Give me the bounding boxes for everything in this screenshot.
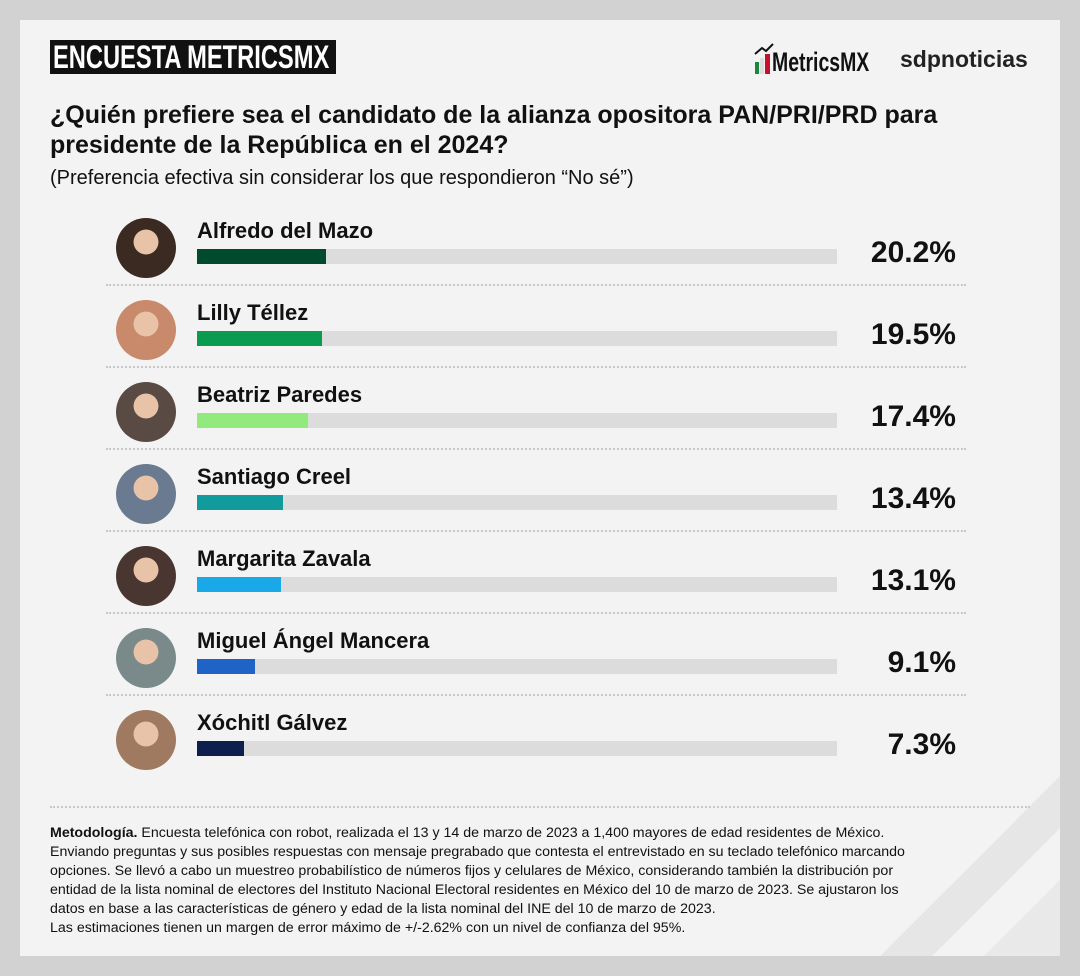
survey-badge: ENCUESTA METRICSMX — [50, 40, 336, 74]
bar-row: Miguel Ángel Mancera 9.1% — [20, 628, 1060, 710]
methodology-line: datos en base a las características de g… — [50, 901, 716, 917]
candidate-name: Miguel Ángel Mancera — [197, 628, 430, 653]
sdpnoticias-logo: sdpnoticias — [900, 46, 1028, 72]
methodology: Metodología. Encuesta telefónica con rob… — [50, 824, 1040, 938]
bar — [197, 659, 256, 674]
data-label: 13.4% — [870, 482, 956, 515]
chart-subtitle: (Preferencia efectiva sin considerar los… — [50, 167, 634, 189]
candidate-photo — [116, 382, 176, 442]
row-separator — [106, 694, 966, 696]
data-label: 20.2% — [870, 236, 956, 269]
bar — [197, 249, 327, 264]
badge-text: ENCUESTA METRICSMX — [52, 40, 330, 74]
bar-track — [197, 331, 837, 346]
bar-row: Margarita Zavala 13.1% — [20, 546, 1060, 628]
bar-track — [197, 495, 837, 510]
candidate-name: Beatriz Paredes — [197, 382, 363, 407]
candidate-name: Santiago Creel — [197, 464, 352, 489]
candidate-name: Alfredo del Mazo — [197, 218, 374, 243]
candidate-photo — [116, 218, 176, 278]
row-separator — [106, 284, 966, 286]
divider — [50, 806, 1030, 808]
decorative-stripes — [840, 736, 1060, 956]
methodology-line: Enviando preguntas y sus posibles respue… — [50, 844, 905, 860]
bar — [197, 495, 283, 510]
bar-row: Beatriz Paredes 17.4% — [20, 382, 1060, 464]
bar — [197, 331, 322, 346]
methodology-line: Encuesta telefónica con robot, realizada… — [137, 825, 885, 841]
candidate-name: Margarita Zavala — [197, 546, 371, 571]
row-separator — [106, 530, 966, 532]
candidate-photo — [116, 546, 176, 606]
row-separator — [106, 448, 966, 450]
methodology-line: entidad de la lista nominal de electores… — [50, 882, 899, 898]
metricsmx-logo-text: MetricsMX — [772, 47, 870, 77]
methodology-line: opciones. Se llevó a cabo un muestreo pr… — [50, 863, 894, 879]
bar-track — [197, 741, 837, 756]
candidate-photo — [116, 464, 176, 524]
row-separator — [106, 612, 966, 614]
data-label: 13.1% — [870, 564, 956, 597]
metricsmx-logo: MetricsMX — [754, 42, 884, 77]
data-label: 19.5% — [870, 318, 956, 351]
bar-track — [197, 577, 837, 592]
data-label: 7.3% — [887, 728, 956, 761]
candidate-name: Xóchitl Gálvez — [197, 710, 348, 735]
bar-row: Alfredo del Mazo 20.2% — [20, 218, 1060, 300]
chart-title: ¿Quién prefiere sea el candidato de la a… — [50, 101, 938, 159]
infographic-card: ENCUESTA METRICSMX MetricsMX sdpnoticias… — [20, 20, 1060, 956]
bar-row: Xóchitl Gálvez 7.3% — [20, 710, 1060, 792]
bar-track — [197, 413, 837, 428]
methodology-label: Metodología. — [50, 825, 138, 841]
methodology-line: Las estimaciones tienen un margen de err… — [50, 920, 686, 936]
candidate-photo — [116, 628, 176, 688]
trend-arrow-icon — [754, 43, 774, 74]
candidate-photo — [116, 710, 176, 770]
bar-track — [197, 659, 837, 674]
bar-row: Santiago Creel 13.4% — [20, 464, 1060, 546]
bar — [197, 741, 244, 756]
bar — [197, 577, 281, 592]
data-label: 9.1% — [887, 646, 956, 679]
row-separator — [106, 366, 966, 368]
data-label: 17.4% — [870, 400, 956, 433]
bar-track — [197, 249, 837, 264]
candidate-name: Lilly Téllez — [197, 300, 309, 325]
candidate-photo — [116, 300, 176, 360]
bar — [197, 413, 309, 428]
bar-row: Lilly Téllez 19.5% — [20, 300, 1060, 382]
